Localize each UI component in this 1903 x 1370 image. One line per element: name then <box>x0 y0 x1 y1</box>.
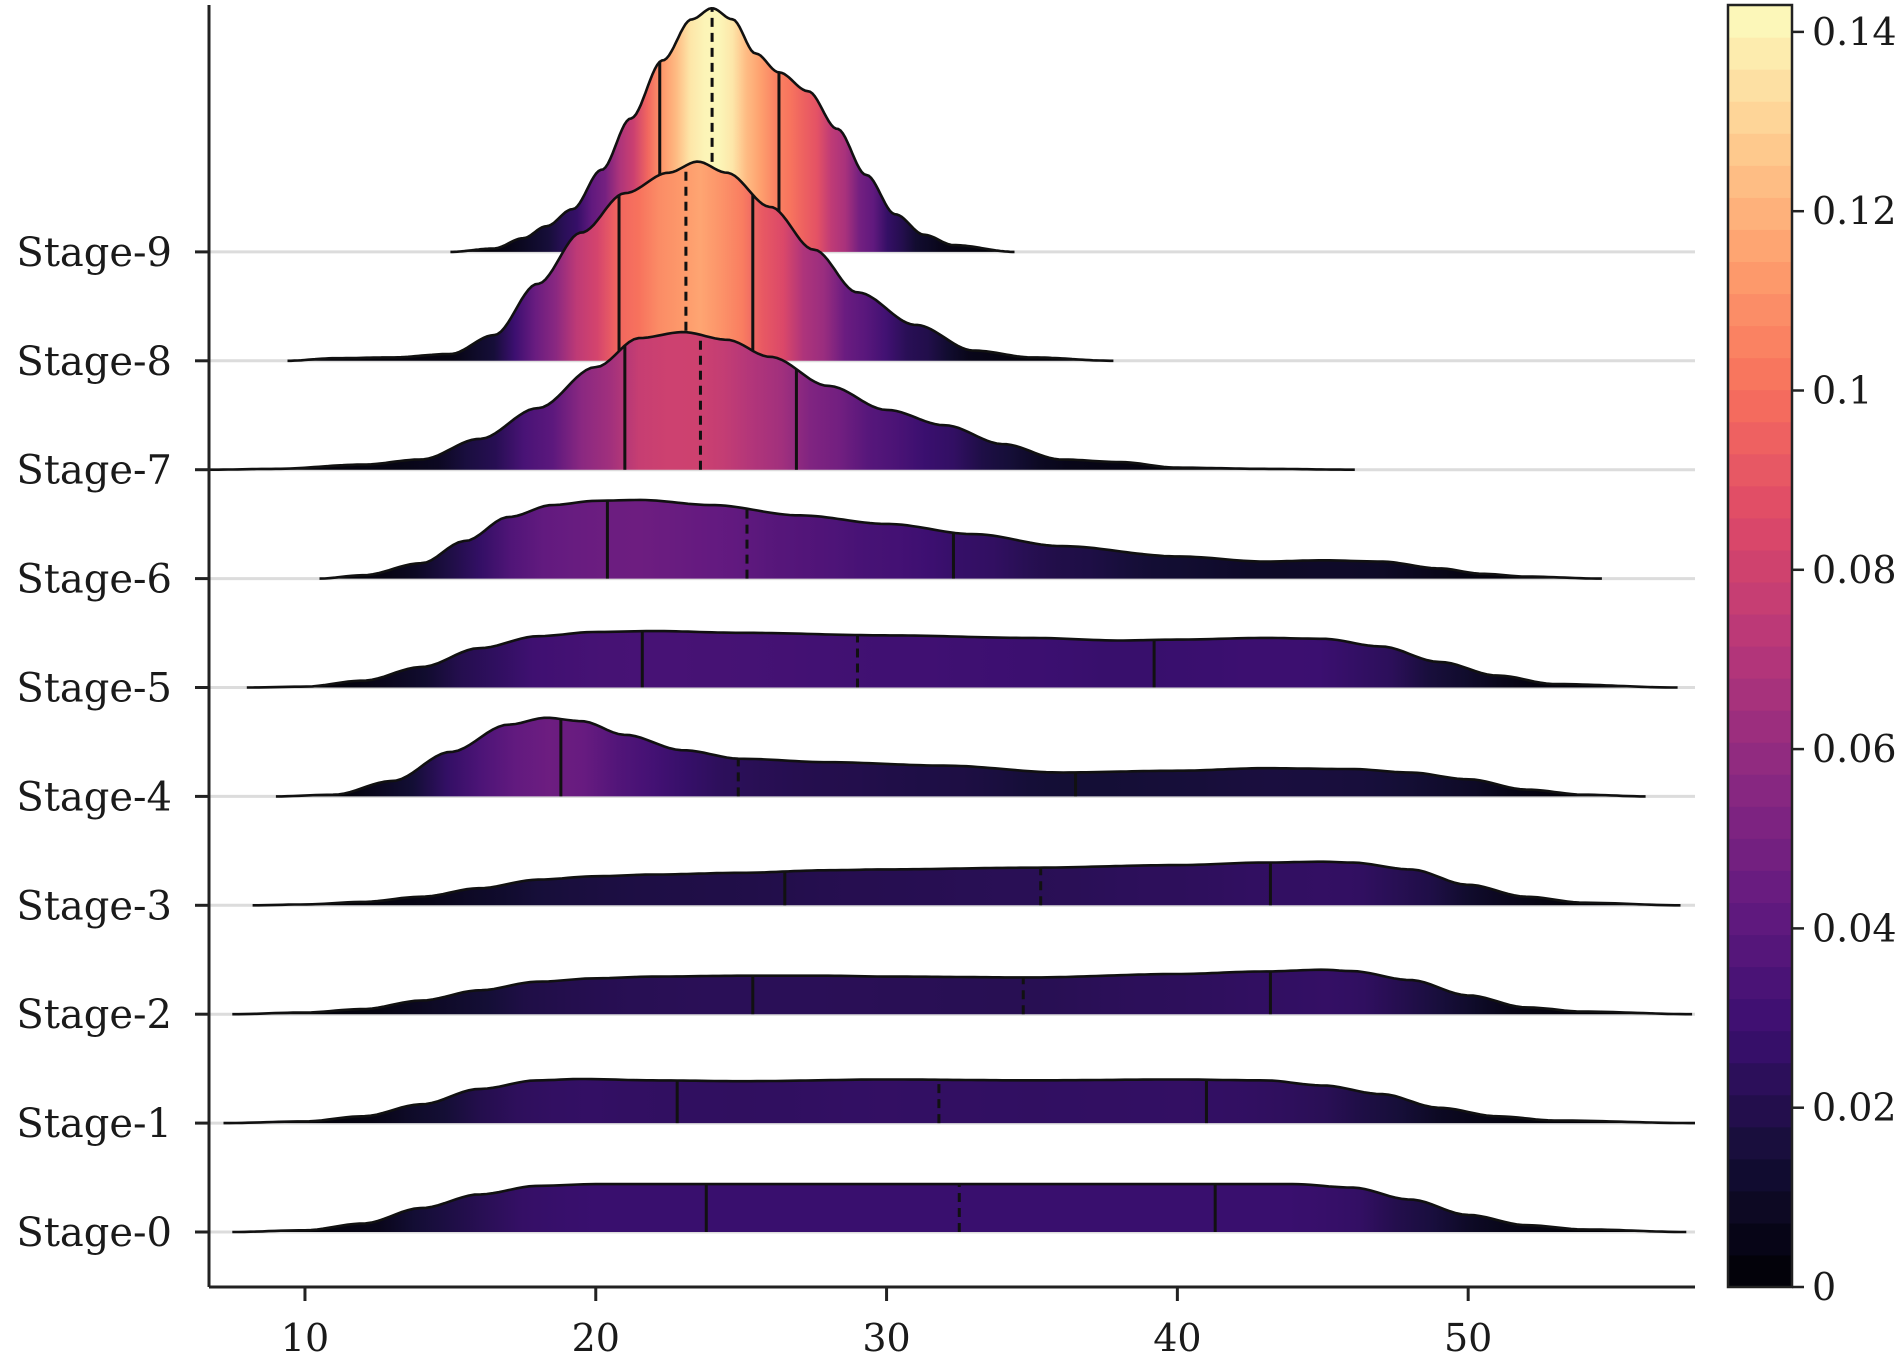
y-tick-label: Stage-4 <box>16 774 172 820</box>
colorbar-band <box>1728 293 1792 327</box>
colorbar-tick-label: 0.12 <box>1812 189 1897 233</box>
colorbar-band <box>1728 197 1792 230</box>
colorbar: 0 0.02 0.04 0.06 0.08 0.1 0.12 0.14 <box>1726 3 1897 1309</box>
y-tick-label: Stage-3 <box>16 883 172 929</box>
colorbar-band <box>1728 1158 1792 1192</box>
density-outline-stage-2 <box>232 968 1693 1016</box>
colorbar-band <box>1728 421 1792 455</box>
colorbar-band <box>1728 1062 1792 1096</box>
colorbar-band <box>1728 389 1792 423</box>
density-outline-stage-0 <box>232 1182 1687 1234</box>
colorbar-band <box>1728 710 1792 743</box>
y-tick-label: Stage-6 <box>16 557 172 603</box>
density-area-stage-2 <box>232 969 1693 1015</box>
colorbar-frame <box>1726 3 1794 1289</box>
density-area-stage-6 <box>319 499 1602 579</box>
colorbar-band <box>1728 549 1792 583</box>
colorbar-band <box>1728 902 1792 936</box>
colorbar-band <box>1728 613 1792 647</box>
colorbar-band <box>1728 646 1792 679</box>
colorbar-band <box>1728 678 1792 711</box>
density-area-stage-8 <box>287 161 1114 361</box>
colorbar-band <box>1728 934 1792 968</box>
colorbar-tick-label: 0.08 <box>1812 548 1897 592</box>
colorbar-band <box>1728 742 1792 775</box>
colorbar-band <box>1728 261 1792 295</box>
density-outline-stage-9 <box>450 6 1015 254</box>
colorbar-band <box>1728 966 1792 1000</box>
ridge-stage-7 <box>209 330 1355 471</box>
colorbar-band <box>1728 581 1792 615</box>
colorbar-band <box>1728 69 1792 102</box>
ridge-stage-1 <box>223 1077 1695 1125</box>
colorbar-band <box>1728 1094 1792 1128</box>
colorbar-tick-label: 0.14 <box>1812 10 1897 54</box>
y-tick-label: Stage-1 <box>16 1101 172 1147</box>
colorbar-tick-label: 0 <box>1812 1265 1836 1309</box>
ridge-stage-3 <box>252 860 1681 907</box>
density-outline-stage-7 <box>209 330 1355 471</box>
colorbar-band <box>1728 1190 1792 1224</box>
y-tick-label: Stage-9 <box>16 230 172 276</box>
colorbar-band <box>1728 37 1792 70</box>
y-tick-label: Stage-5 <box>16 666 172 712</box>
colorbar-band <box>1728 1126 1792 1160</box>
ridges-layer <box>209 6 1695 1234</box>
x-tick-label: 30 <box>862 1316 910 1360</box>
density-area-stage-1 <box>223 1079 1695 1124</box>
density-area-stage-4 <box>275 717 1646 797</box>
colorbar-tick-label: 0.06 <box>1812 727 1897 771</box>
density-area-stage-5 <box>246 631 1678 688</box>
colorbar-band <box>1728 229 1792 262</box>
ridge-stage-8 <box>287 160 1114 363</box>
ridge-stage-0 <box>232 1182 1687 1234</box>
x-tick-label: 50 <box>1444 1316 1492 1360</box>
density-outline-stage-4 <box>275 716 1646 798</box>
colorbar-band <box>1728 517 1792 551</box>
density-outline-stage-6 <box>319 498 1602 580</box>
colorbar-band <box>1728 1030 1792 1064</box>
density-outline-stage-3 <box>252 860 1681 907</box>
colorbar-band <box>1728 325 1792 359</box>
colorbar-band <box>1728 453 1792 487</box>
colorbar-band <box>1728 133 1792 166</box>
colorbar-band <box>1728 774 1792 807</box>
ridge-stage-2 <box>232 968 1693 1016</box>
x-tick-label: 40 <box>1153 1316 1201 1360</box>
colorbar-band <box>1728 1222 1792 1256</box>
y-tick-label: Stage-7 <box>16 448 172 494</box>
colorbar-band <box>1728 485 1792 519</box>
colorbar-band <box>1728 5 1792 38</box>
colorbar-band <box>1728 357 1792 391</box>
x-axis: 10 20 30 40 50 <box>209 1285 1695 1360</box>
colorbar-band <box>1728 870 1792 903</box>
density-area-stage-9 <box>450 8 1015 252</box>
ridge-stage-6 <box>319 498 1602 580</box>
colorbar-tick-label: 0.02 <box>1812 1086 1897 1130</box>
colorbar-band <box>1728 838 1792 871</box>
x-tick-label: 10 <box>281 1316 329 1360</box>
y-tick-label: Stage-8 <box>16 339 172 385</box>
colorbar-band <box>1728 165 1792 198</box>
colorbar-band <box>1728 1254 1792 1288</box>
colorbar-band <box>1728 998 1792 1032</box>
y-axis: Stage-0 Stage-1 Stage-2 Stage-3 Stage-4 Stage… <box>16 5 211 1287</box>
ridge-stage-5 <box>246 629 1678 689</box>
ridge-stage-4 <box>275 716 1646 798</box>
density-area-stage-7 <box>209 332 1355 470</box>
colorbar-band <box>1728 806 1792 839</box>
density-area-stage-3 <box>252 861 1681 906</box>
y-tick-label: Stage-2 <box>16 992 172 1038</box>
colorbar-tick-label: 0.1 <box>1812 368 1872 412</box>
density-outline-stage-5 <box>246 629 1678 689</box>
colorbar-tick-label: 0.04 <box>1812 906 1897 950</box>
density-outline-stage-1 <box>223 1077 1695 1125</box>
colorbar-band <box>1728 101 1792 134</box>
y-tick-label: Stage-0 <box>16 1210 172 1256</box>
density-outline-stage-8 <box>287 160 1114 363</box>
x-tick-label: 20 <box>572 1316 620 1360</box>
